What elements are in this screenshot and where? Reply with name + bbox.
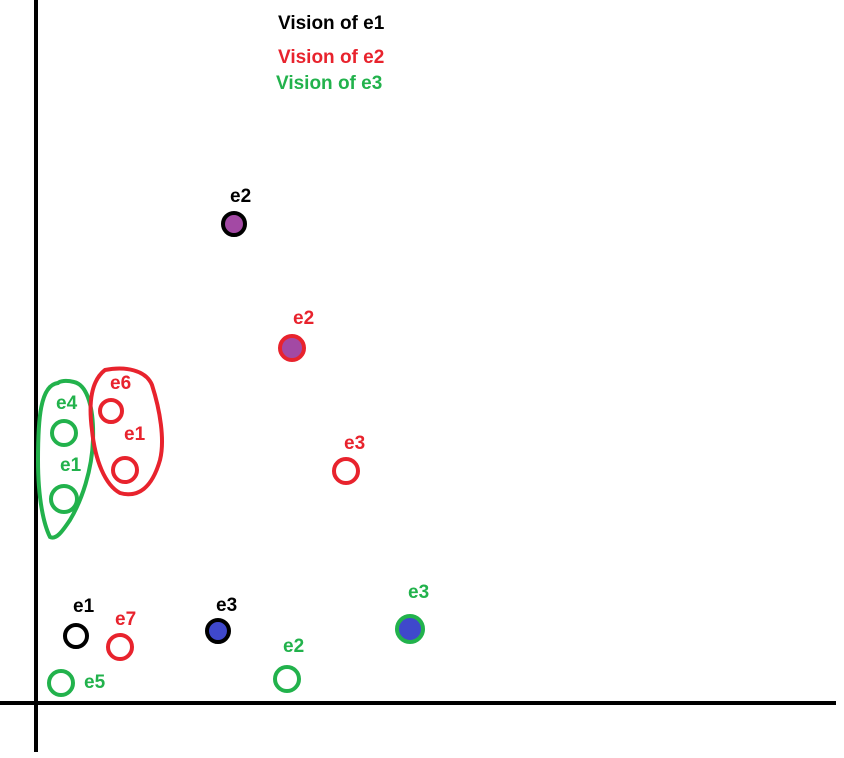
point-label: e3	[344, 433, 365, 454]
point-label: e2	[293, 308, 314, 329]
point-label: e7	[115, 609, 136, 630]
legend: Vision of e1 Vision of e2 Vision of e3	[276, 13, 385, 94]
point-label: e5	[84, 672, 106, 693]
point-marker	[106, 633, 134, 661]
point-marker	[63, 623, 89, 649]
legend-entry: Vision of e1	[278, 13, 385, 34]
point-label: e6	[110, 373, 131, 394]
point-label: e1	[124, 424, 146, 445]
point-marker	[221, 211, 247, 237]
point-label: e2	[230, 186, 251, 207]
point-label: e4	[56, 393, 78, 414]
point-marker	[111, 456, 139, 484]
point-label: e2	[283, 636, 304, 657]
point-marker	[50, 419, 78, 447]
point-marker	[98, 398, 124, 424]
point-marker	[273, 665, 301, 693]
point-marker	[332, 457, 360, 485]
point-label: e3	[216, 595, 237, 616]
points: e2 e2 e6 e1 e3 e4 e1 e1 e7 e3 e2 e3 e5	[47, 186, 429, 697]
point-marker	[278, 334, 306, 362]
point-marker	[395, 614, 425, 644]
legend-entry: Vision of e3	[276, 73, 382, 94]
group-loop-vision-e3	[35, 378, 96, 540]
group-loop-vision-e2	[88, 366, 164, 497]
point-label: e1	[60, 455, 82, 476]
point-label: e1	[73, 596, 95, 617]
legend-entry: Vision of e2	[278, 47, 384, 68]
point-marker	[205, 618, 231, 644]
point-marker	[49, 484, 79, 514]
point-marker	[47, 669, 75, 697]
point-label: e3	[408, 582, 429, 603]
